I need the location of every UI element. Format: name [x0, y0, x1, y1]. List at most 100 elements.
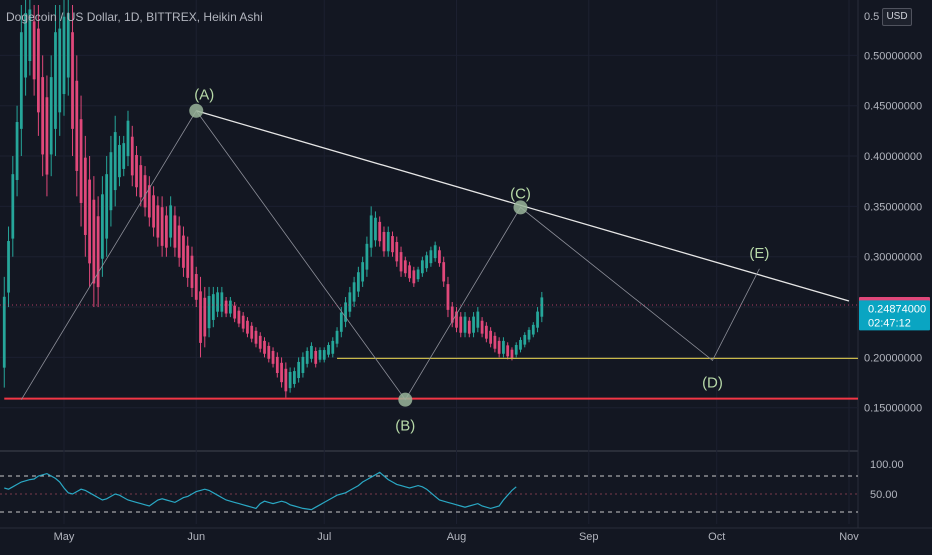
candle-body: [194, 274, 198, 300]
candle-body: [122, 143, 126, 169]
candle-body: [527, 329, 531, 340]
wave-point-marker[interactable]: [189, 103, 204, 118]
candle-body: [199, 291, 202, 343]
candle-body: [113, 132, 117, 191]
candle-body: [361, 262, 365, 282]
candle-body: [344, 302, 347, 322]
candle-body: [331, 340, 335, 354]
current-price-badge: [859, 300, 930, 331]
candle-body: [2, 296, 6, 368]
candle-body: [15, 122, 19, 181]
candle-body: [369, 215, 373, 248]
wave-point-marker[interactable]: [513, 200, 528, 215]
candle-body: [19, 32, 23, 129]
candle-body: [348, 292, 352, 312]
price-tick-label: 0.20000000: [864, 352, 922, 364]
wave-label: (E): [749, 245, 769, 262]
candle-body: [32, 21, 36, 80]
candle-body: [169, 205, 173, 238]
candle-body: [412, 270, 416, 284]
candle-body: [429, 250, 433, 264]
candle-body: [118, 144, 121, 178]
candle-body: [399, 252, 403, 272]
time-tick-label: Jun: [187, 531, 205, 543]
price-tick-label: 0.30000000: [864, 252, 922, 264]
candle-body: [263, 340, 266, 354]
wave-zigzag[interactable]: [20, 110, 760, 401]
candle-body: [438, 250, 441, 264]
candle-body: [246, 320, 249, 334]
candle-body: [88, 179, 91, 264]
candle-body: [37, 28, 40, 113]
candle-body: [177, 225, 181, 258]
candle-body: [258, 335, 262, 349]
candle-body: [523, 334, 527, 345]
price-tick-label: 0.5: [864, 11, 879, 23]
candle-body: [480, 320, 484, 334]
candle-body: [216, 292, 219, 312]
price-tick-label: 0.35000000: [864, 201, 922, 213]
candle-body: [433, 245, 437, 259]
candle-body: [502, 340, 505, 354]
candle-body: [519, 339, 522, 350]
time-tick-label: Sep: [579, 531, 599, 543]
time-tick-label: Oct: [708, 531, 725, 543]
candle-body: [143, 175, 147, 208]
candle-body: [271, 350, 275, 364]
candle-body: [339, 312, 343, 332]
candle-body: [83, 157, 87, 235]
time-tick-label: Aug: [447, 531, 467, 543]
candle-body: [237, 310, 241, 324]
candle-body: [455, 311, 458, 328]
wave-point-marker[interactable]: [398, 392, 413, 407]
candle-body: [147, 185, 151, 218]
candle-body: [420, 260, 424, 274]
candle-body: [395, 242, 399, 262]
oscillator-tick-label: 50.00: [870, 489, 898, 501]
candle-body: [310, 345, 313, 359]
candle-body: [160, 207, 164, 246]
candle-body: [75, 80, 79, 171]
candle-body: [126, 120, 130, 157]
candle-body: [182, 235, 185, 268]
candle-body: [54, 32, 57, 129]
wave-label: (B): [395, 418, 415, 435]
oscillator-tick-label: 100.00: [870, 459, 904, 471]
candle-body: [450, 306, 454, 323]
candle-body: [284, 368, 288, 392]
candle-body: [203, 297, 207, 337]
candle-body: [24, 13, 27, 78]
candle-body: [467, 320, 471, 334]
candle-body: [156, 205, 160, 238]
candle-body: [322, 350, 326, 360]
candle-body: [352, 282, 356, 302]
current-price-label: 0.24874000: [868, 303, 926, 315]
oscillator-line[interactable]: [4, 471, 517, 511]
candle-body: [79, 119, 83, 203]
candle-body: [109, 152, 113, 211]
candle-body: [489, 330, 493, 344]
candle-body: [416, 269, 420, 280]
candle-body: [66, 13, 70, 78]
candle-body: [267, 345, 271, 359]
currency-button[interactable]: USD: [882, 8, 912, 26]
candle-body: [224, 300, 228, 314]
candle-body: [305, 350, 309, 364]
candle-body: [207, 295, 211, 329]
candle-body: [472, 316, 475, 333]
candle-body: [510, 349, 514, 359]
candle-body: [173, 215, 177, 248]
time-tick-label: Jul: [317, 531, 331, 543]
candle-body: [378, 221, 382, 242]
candle-body: [365, 243, 369, 270]
candle-body: [540, 297, 544, 317]
candle-body: [536, 311, 539, 328]
candle-body: [152, 195, 155, 228]
candle-body: [11, 174, 15, 239]
candle-body: [391, 236, 394, 253]
candle-body: [335, 330, 339, 344]
candle-body: [442, 262, 446, 282]
bar-countdown-label: 02:47:12: [868, 317, 911, 329]
